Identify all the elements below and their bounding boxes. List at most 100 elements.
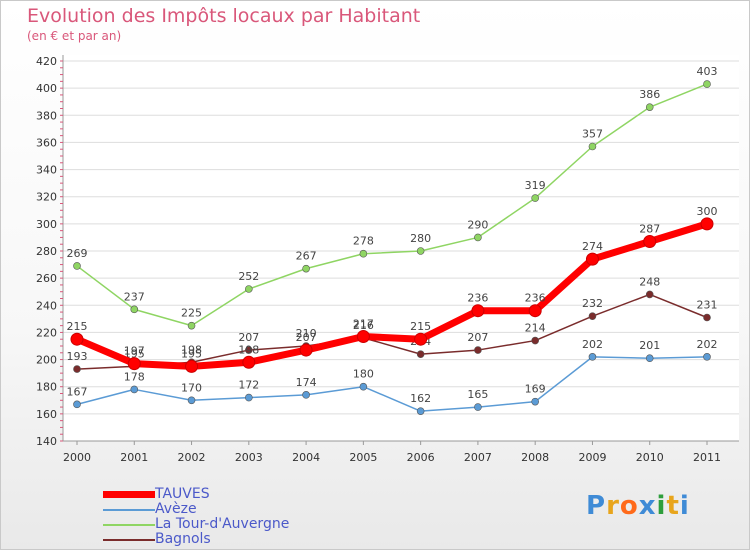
x-tick-label: 2011 bbox=[693, 451, 721, 464]
data-point-la-tour-d-auvergne bbox=[703, 80, 711, 88]
data-point-tauves bbox=[528, 304, 542, 318]
data-label-bagnols: 214 bbox=[525, 322, 546, 335]
x-tick-label: 2010 bbox=[636, 451, 664, 464]
logo-letter: t bbox=[666, 491, 680, 521]
data-point-av-ze bbox=[588, 353, 597, 361]
data-point-bagnols bbox=[474, 346, 482, 354]
data-label-av-ze: 172 bbox=[238, 379, 259, 392]
logo-letter: o bbox=[619, 491, 639, 521]
data-label-bagnols: 193 bbox=[67, 350, 88, 363]
chart-subtitle: (en € et par an) bbox=[27, 29, 122, 43]
data-label-tauves: 236 bbox=[525, 292, 546, 305]
data-point-bagnols bbox=[588, 312, 597, 320]
data-label-tauves: 197 bbox=[124, 345, 145, 358]
data-point-av-ze bbox=[531, 397, 539, 406]
data-point-av-ze bbox=[130, 385, 139, 394]
data-point-tauves bbox=[414, 332, 428, 346]
data-point-la-tour-d-auvergne bbox=[130, 305, 139, 314]
legend-item: Avèze bbox=[103, 502, 289, 517]
y-tick-label: 360 bbox=[36, 136, 57, 149]
data-label-tauves: 207 bbox=[296, 331, 317, 344]
data-label-av-ze: 178 bbox=[124, 370, 145, 383]
data-label-av-ze: 202 bbox=[697, 338, 718, 351]
data-point-av-ze bbox=[302, 391, 310, 399]
data-label-av-ze: 169 bbox=[525, 383, 546, 396]
data-point-bagnols bbox=[416, 350, 425, 358]
data-point-la-tour-d-auvergne bbox=[302, 264, 310, 273]
data-point-av-ze bbox=[245, 393, 253, 402]
y-tick-label: 400 bbox=[36, 82, 57, 95]
y-tick-label: 300 bbox=[36, 218, 57, 231]
y-tick-label: 220 bbox=[36, 326, 57, 339]
data-label-la-tour-d-auvergne: 252 bbox=[238, 270, 259, 283]
data-point-bagnols bbox=[645, 290, 654, 299]
x-tick-label: 2002 bbox=[178, 451, 206, 464]
y-tick-label: 140 bbox=[36, 435, 57, 448]
x-tick-label: 2008 bbox=[521, 451, 549, 464]
series-line-la-tour-d-auvergne bbox=[76, 83, 708, 327]
data-label-la-tour-d-auvergne: 403 bbox=[697, 65, 718, 78]
data-point-bagnols bbox=[703, 313, 711, 322]
data-point-la-tour-d-auvergne bbox=[73, 262, 81, 270]
data-label-tauves: 215 bbox=[410, 320, 431, 333]
x-tick-label: 2009 bbox=[578, 451, 606, 464]
data-label-la-tour-d-auvergne: 237 bbox=[124, 290, 145, 303]
legend-item: Bagnols bbox=[103, 532, 289, 547]
y-tick-label: 180 bbox=[36, 381, 57, 394]
legend-swatch bbox=[103, 523, 155, 526]
y-tick-label: 320 bbox=[36, 191, 57, 204]
x-tick-label: 2001 bbox=[120, 451, 148, 464]
data-label-av-ze: 165 bbox=[467, 388, 488, 401]
series-line-av-ze bbox=[76, 356, 708, 412]
x-tick-label: 2004 bbox=[292, 451, 320, 464]
data-point-tauves bbox=[185, 359, 199, 373]
data-point-la-tour-d-auvergne bbox=[416, 247, 425, 255]
data-label-la-tour-d-auvergne: 319 bbox=[525, 179, 546, 192]
y-tick-label: 340 bbox=[36, 164, 57, 177]
data-point-tauves bbox=[299, 343, 313, 357]
data-label-bagnols: 207 bbox=[238, 331, 259, 344]
data-label-bagnols: 232 bbox=[582, 297, 603, 310]
logo-letter: i bbox=[656, 491, 667, 521]
legend-item: La Tour-d'Auvergne bbox=[103, 517, 289, 532]
legend-swatch bbox=[103, 538, 155, 541]
data-label-la-tour-d-auvergne: 290 bbox=[467, 218, 488, 231]
data-point-la-tour-d-auvergne bbox=[187, 321, 196, 330]
data-point-bagnols bbox=[73, 365, 81, 373]
data-label-tauves: 198 bbox=[238, 343, 259, 356]
data-label-bagnols: 207 bbox=[467, 331, 488, 344]
legend-label: Bagnols bbox=[155, 531, 211, 547]
data-label-la-tour-d-auvergne: 386 bbox=[639, 88, 660, 101]
data-point-bagnols bbox=[531, 336, 539, 345]
logo-letter: P bbox=[586, 491, 607, 521]
data-label-av-ze: 180 bbox=[353, 368, 374, 381]
x-tick-label: 2006 bbox=[407, 451, 435, 464]
data-label-bagnols: 210 bbox=[296, 327, 317, 340]
data-point-tauves bbox=[70, 332, 84, 346]
data-label-tauves: 274 bbox=[582, 240, 603, 253]
data-label-bagnols: 216 bbox=[353, 319, 374, 332]
legend-swatch bbox=[103, 508, 155, 511]
data-point-tauves bbox=[242, 355, 256, 369]
data-point-la-tour-d-auvergne bbox=[359, 249, 368, 258]
data-label-la-tour-d-auvergne: 267 bbox=[296, 250, 317, 263]
data-label-tauves: 215 bbox=[67, 320, 88, 333]
data-point-tauves bbox=[700, 217, 714, 231]
data-label-av-ze: 201 bbox=[639, 339, 660, 352]
data-label-la-tour-d-auvergne: 278 bbox=[353, 235, 374, 248]
data-label-av-ze: 167 bbox=[67, 385, 88, 398]
proxiti-logo: Proxiti bbox=[586, 491, 690, 521]
data-label-tauves: 195 bbox=[181, 347, 202, 360]
data-point-av-ze bbox=[187, 396, 196, 405]
data-label-av-ze: 174 bbox=[296, 376, 317, 389]
y-tick-label: 260 bbox=[36, 272, 57, 285]
data-point-la-tour-d-auvergne bbox=[531, 194, 539, 202]
legend-label: TAUVES bbox=[155, 486, 210, 502]
logo-letter: r bbox=[606, 491, 620, 521]
data-label-av-ze: 202 bbox=[582, 338, 603, 351]
data-label-av-ze: 170 bbox=[181, 381, 202, 394]
x-tick-label: 2000 bbox=[63, 451, 91, 464]
data-point-av-ze bbox=[359, 382, 368, 391]
